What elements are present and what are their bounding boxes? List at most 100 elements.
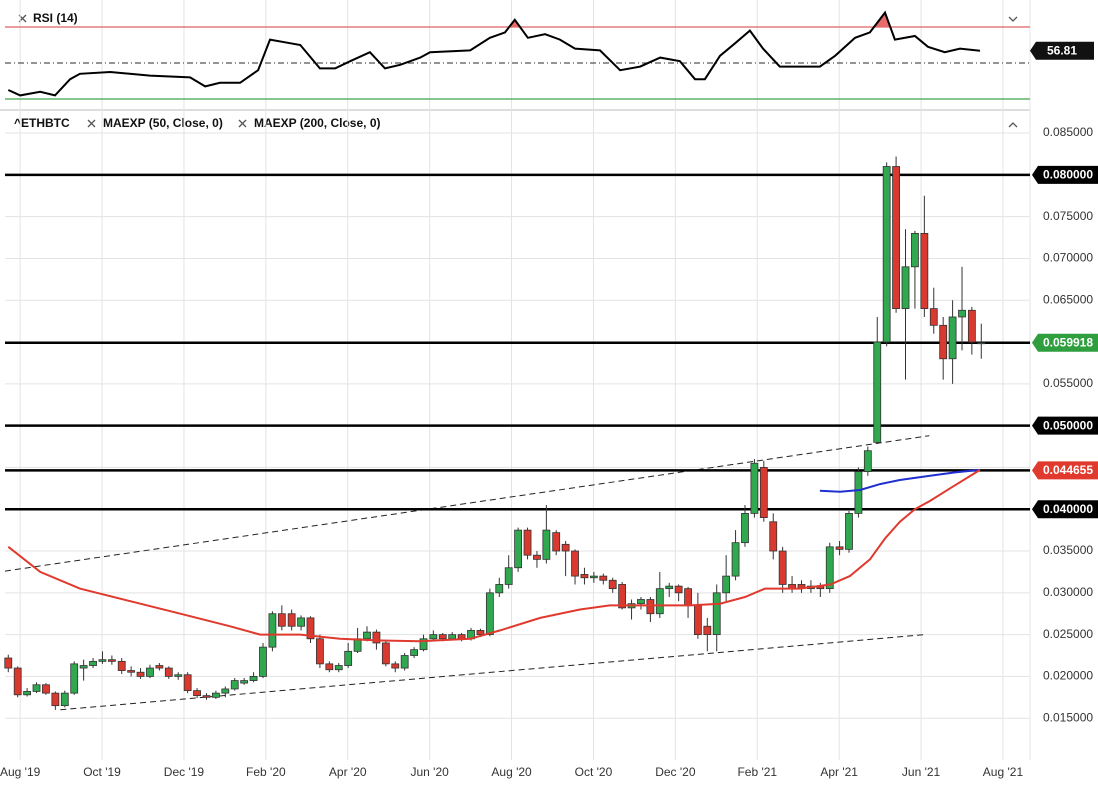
- price-label: 0.040000: [1043, 502, 1093, 516]
- candle-body: [608, 579, 617, 590]
- candle-body: [892, 166, 900, 310]
- axis-labels: Aug '19 Oct '19 Dec '19 Feb '20 Apr '20 Jun '…: [0, 41, 1098, 779]
- moving-average: [819, 468, 981, 493]
- candle-body: [410, 649, 418, 656]
- rsi-title: RSI (14): [33, 11, 78, 25]
- candle-body: [117, 660, 126, 671]
- candle-body: [476, 630, 485, 636]
- candle-body: [599, 575, 608, 581]
- candle-body: [325, 663, 334, 671]
- x-tick-label: Jun '20: [410, 765, 449, 779]
- rsi-line: [7, 10, 981, 97]
- price-label: 0.044655: [1043, 463, 1093, 477]
- candle-body: [485, 592, 494, 636]
- candle-body: [164, 667, 173, 677]
- candle-body: [693, 604, 702, 636]
- candle-body: [646, 599, 655, 615]
- candle-body: [60, 692, 69, 707]
- price-panel: [4, 156, 1030, 711]
- candle-body: [174, 674, 183, 677]
- x-tick-label: Oct '20: [575, 765, 613, 779]
- y-tick-label: 0.065000: [1043, 292, 1093, 306]
- candle-body: [277, 613, 286, 627]
- price-label: 0.050000: [1043, 418, 1093, 432]
- candle-body: [344, 650, 353, 666]
- candle-body: [863, 450, 872, 473]
- rsi-panel: [5, 10, 1030, 100]
- candle-body: [504, 567, 513, 585]
- expand-icon[interactable]: [1008, 122, 1018, 128]
- candle-body: [911, 232, 919, 268]
- candle-body: [193, 690, 201, 697]
- candle-body: [759, 467, 768, 518]
- x-tick-label: Dec '20: [655, 765, 696, 779]
- price-badge: [1032, 165, 1098, 184]
- candle-body: [655, 588, 664, 615]
- x-tick-label: Oct '19: [83, 765, 121, 779]
- candle-body: [419, 638, 428, 651]
- candle-body: [211, 692, 220, 698]
- candle-body: [958, 309, 966, 318]
- candle-body: [259, 646, 267, 677]
- x-tick-label: Aug '21: [983, 765, 1024, 779]
- candle-body: [929, 308, 938, 326]
- candle-body: [571, 550, 579, 577]
- candle-body: [845, 513, 853, 550]
- candle-body: [835, 546, 844, 550]
- y-tick-label: 0.075000: [1043, 209, 1093, 223]
- close-icon[interactable]: [87, 119, 96, 128]
- candle-body: [70, 663, 79, 694]
- candle-body: [23, 691, 32, 696]
- candle-body: [429, 634, 438, 640]
- candle-body: [107, 659, 116, 662]
- candle-body: [854, 471, 863, 514]
- price-label: 0.059918: [1043, 335, 1093, 349]
- candle-body: [825, 546, 834, 590]
- candle-body: [316, 638, 324, 665]
- candle-body: [495, 584, 504, 594]
- candle-body: [967, 309, 976, 343]
- candle-body: [561, 543, 570, 552]
- moving-average: [7, 469, 981, 643]
- candle-body: [51, 692, 60, 707]
- collapse-icon[interactable]: [1008, 16, 1018, 22]
- y-tick-label: 0.015000: [1043, 710, 1093, 724]
- x-tick-label: Apr '20: [329, 765, 367, 779]
- candle-body: [552, 532, 561, 552]
- candle-body: [155, 665, 164, 669]
- price-badge: [1032, 500, 1098, 519]
- candle-body: [438, 634, 447, 640]
- candle-body: [136, 671, 145, 677]
- rsi-overbought-fill: [8, 12, 981, 27]
- candle-body: [948, 316, 957, 360]
- candle-body: [703, 625, 712, 636]
- candle-body: [448, 634, 457, 640]
- candle-body: [542, 529, 551, 560]
- candle-body: [268, 613, 277, 648]
- rsi-value-label: 56.81: [1047, 43, 1077, 57]
- candle-body: [381, 642, 390, 665]
- x-tick-label: Jun '21: [902, 765, 941, 779]
- legend-entry: MAEXP (200, Close, 0): [254, 116, 381, 130]
- candle-body: [334, 665, 343, 671]
- candle-body: [221, 688, 230, 694]
- candle-body: [391, 663, 400, 669]
- candle-body: [712, 592, 721, 636]
- candle-body: [778, 550, 787, 585]
- y-tick-label: 0.020000: [1043, 669, 1093, 683]
- legend-entry: MAEXP (50, Close, 0): [103, 116, 223, 130]
- candle-body: [684, 588, 692, 606]
- price-badge: [1032, 333, 1098, 352]
- candle-body: [665, 585, 674, 590]
- candle-body: [287, 613, 296, 627]
- candle-body: [939, 324, 948, 360]
- candle-body: [372, 631, 381, 644]
- candle-body: [79, 665, 88, 669]
- x-tick-label: Aug '20: [491, 765, 532, 779]
- candle-body: [514, 529, 523, 569]
- close-icon[interactable]: [238, 119, 247, 128]
- candle-body: [722, 575, 731, 594]
- candle-body: [146, 667, 154, 677]
- y-tick-label: 0.025000: [1043, 627, 1093, 641]
